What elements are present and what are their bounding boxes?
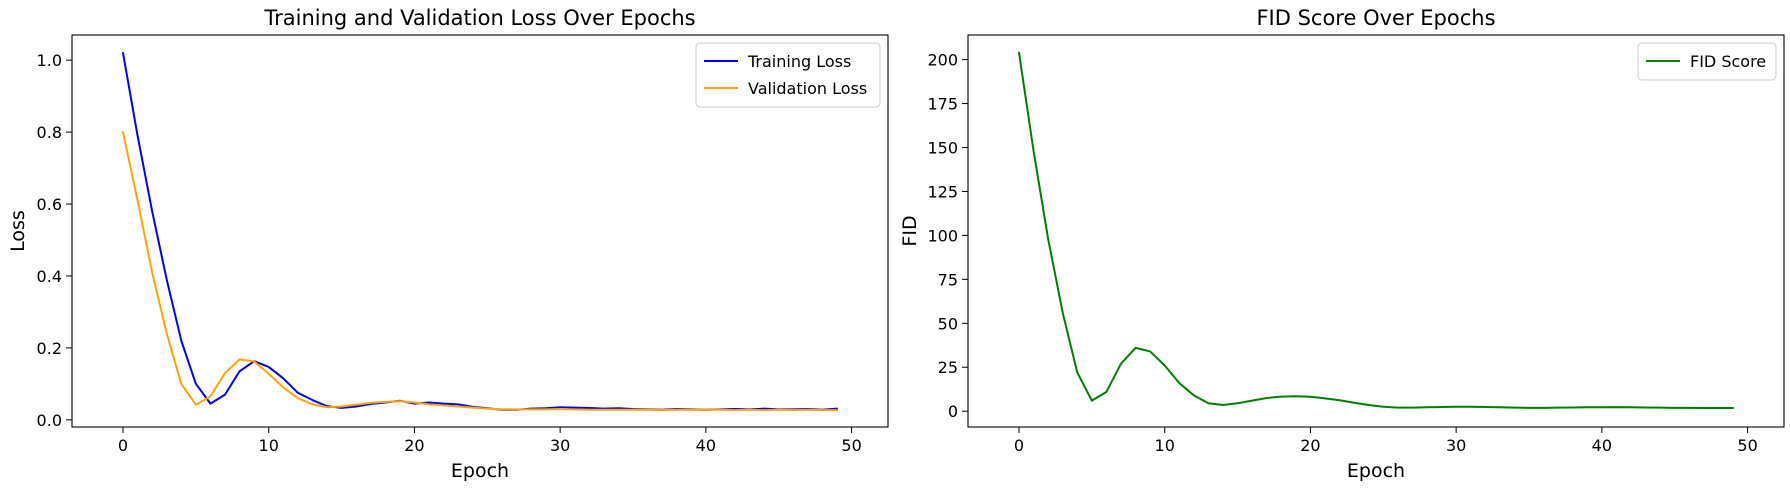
fid-y-tick-label: 125 [927, 182, 958, 201]
fid-legend-box [1637, 42, 1777, 81]
fid-legend: FID Score [1637, 42, 1777, 81]
loss-legend-label-1: Validation Loss [748, 79, 867, 98]
fid-chart: 0 10 20 30 40 50 0 25 50 75 100 125 150 175 200 FID Sco… [899, 6, 1785, 482]
loss-x-axis-label: Epoch [451, 460, 509, 482]
loss-y-tick-label: 0.2 [37, 339, 62, 358]
fid-y-tick-label: 150 [927, 139, 958, 158]
loss-x-tick-label: 0 [118, 436, 128, 455]
loss-y-tick-label: 0.6 [37, 195, 62, 214]
fid-y-tick-label: 175 [927, 95, 958, 114]
fid-x-tick-label: 50 [1737, 436, 1757, 455]
fid-chart-title: FID Score Over Epochs [1256, 6, 1495, 30]
fid-series-line-0 [1018, 51, 1734, 410]
loss-legend: Training Loss Validation Loss [695, 42, 881, 108]
loss-x-tick-label: 40 [696, 436, 716, 455]
fid-y-tick-label: 0 [948, 402, 958, 421]
fid-y-tick-label: 25 [938, 358, 958, 377]
fid-x-tick-label: 40 [1592, 436, 1612, 455]
fid-y-tick-label: 75 [938, 270, 958, 289]
loss-y-tick-label: 0.4 [37, 267, 62, 286]
loss-chart-title: Training and Validation Loss Over Epochs [263, 6, 695, 30]
loss-y-tick-label: 1.0 [37, 51, 62, 70]
loss-legend-label-0: Training Loss [747, 52, 851, 71]
loss-x-tick-label: 10 [259, 436, 279, 455]
loss-y-axis-label: Loss [7, 210, 29, 252]
fid-y-tick-label: 50 [938, 314, 958, 333]
fid-plot-frame [967, 34, 1785, 428]
fid-x-tick-label: 20 [1300, 436, 1320, 455]
loss-series-line-1 [122, 131, 838, 412]
loss-y-tick-label: 0.0 [37, 411, 62, 430]
loss-y-tick-label: 0.8 [37, 123, 62, 142]
fid-y-tick-label: 200 [927, 51, 958, 70]
loss-chart: 0 10 20 30 40 50 0.0 0.2 0.4 0.6 0.8 1.0 Training an… [7, 6, 889, 482]
fid-x-tick-label: 30 [1446, 436, 1466, 455]
loss-x-tick-label: 50 [841, 436, 861, 455]
fid-x-tick-label: 0 [1014, 436, 1024, 455]
fid-y-tick-label: 100 [927, 226, 958, 245]
fid-x-tick-label: 10 [1155, 436, 1175, 455]
fid-x-axis-label: Epoch [1347, 460, 1405, 482]
fid-y-axis-label: FID [899, 215, 921, 246]
loss-x-tick-label: 20 [404, 436, 424, 455]
loss-legend-box [695, 42, 881, 108]
loss-plot-frame [71, 34, 889, 428]
fid-legend-label-0: FID Score [1690, 52, 1766, 71]
loss-x-tick-label: 30 [550, 436, 570, 455]
